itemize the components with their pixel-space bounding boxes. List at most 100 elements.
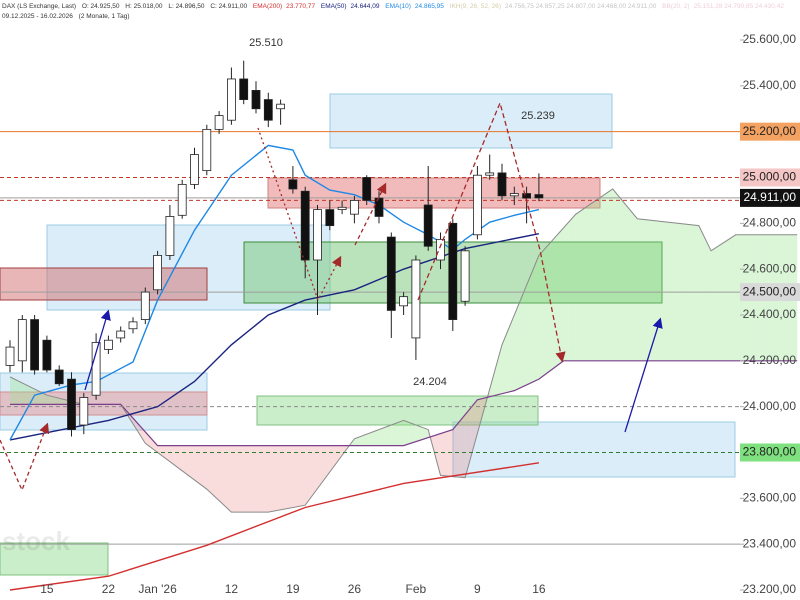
candle-body — [411, 259, 421, 339]
cloud-fill — [28, 386, 35, 405]
cloud-fill — [692, 224, 699, 361]
cloud-fill — [274, 445, 281, 511]
candle-body — [263, 99, 273, 121]
cloud-fill — [532, 255, 539, 383]
candle-body — [153, 255, 163, 291]
y-tick-label: 24.400,00 — [743, 307, 797, 321]
cloud-fill — [551, 234, 558, 370]
cloud-fill — [169, 445, 177, 467]
cloud-fill — [372, 429, 379, 446]
cloud-fill — [637, 218, 644, 361]
cloud-fill — [225, 445, 232, 513]
cloud-fill — [563, 221, 570, 361]
x-tick-label: Jan '26 — [138, 582, 177, 596]
cloud-fill — [305, 445, 312, 506]
zone — [0, 542, 109, 576]
cloud-fill — [182, 445, 189, 476]
candle-body — [460, 250, 470, 302]
x-tick-label: 26 — [348, 582, 362, 596]
candle-body — [522, 193, 531, 199]
cloud-fill — [151, 438, 158, 453]
candle-body — [362, 177, 372, 201]
cloud-fill — [594, 197, 601, 361]
legend-value: 25.151,28 24.790,85 24.430,42 — [693, 3, 784, 10]
cloud-fill — [502, 329, 509, 394]
legend-value: 24.865,95 — [414, 3, 444, 10]
cloud-fill — [495, 344, 502, 396]
zone — [256, 395, 539, 426]
cloud-fill — [206, 445, 213, 495]
cloud-fill — [735, 234, 742, 361]
indicator-line — [9, 188, 798, 513]
cloud-fill — [311, 445, 318, 497]
cloud-fill — [237, 445, 244, 513]
cloud-fill — [661, 221, 669, 361]
y-tick-label: 24.200,00 — [743, 353, 797, 367]
ohlc: O: 24.925,50 — [81, 3, 120, 10]
cloud-fill — [385, 425, 392, 446]
candle-body — [337, 206, 347, 210]
indicator-line — [9, 144, 540, 441]
annotation: 25.239 — [521, 110, 555, 122]
x-tick-label: 22 — [102, 582, 116, 596]
cloud-fill — [323, 445, 330, 481]
price-label: 24.911,00 — [744, 190, 797, 204]
candle-body — [251, 90, 261, 110]
cloud-fill — [471, 399, 478, 456]
cloud-fill — [243, 445, 250, 513]
candle-body — [140, 291, 150, 320]
zone — [452, 421, 736, 478]
cloud-fill — [729, 234, 736, 361]
price-label: 25.000,00 — [743, 170, 797, 184]
cloud-fill — [655, 220, 662, 361]
y-tick-label: 25.600,00 — [743, 32, 797, 46]
candle-body — [313, 209, 322, 261]
drawing — [84, 309, 111, 391]
cloud-fill — [704, 238, 712, 361]
cloud-fill — [286, 445, 293, 509]
zone — [329, 93, 613, 149]
cloud-fill — [157, 445, 164, 458]
cloud-fill — [354, 436, 361, 446]
candle-body — [436, 238, 445, 261]
candle-body — [288, 179, 298, 190]
indicator-line — [9, 462, 540, 591]
cloud-fill — [53, 396, 60, 405]
cloud-fill — [46, 395, 54, 405]
cloud-fill — [526, 270, 533, 385]
cloud-fill — [514, 300, 521, 391]
legend-value: 24.756,75 24.857,25 24.807,00 24.468,00 … — [504, 3, 657, 10]
cloud-fill — [538, 248, 546, 380]
annotation: 25.510 — [249, 37, 283, 49]
cloud-fill — [723, 238, 730, 361]
x-tick-label: 12 — [225, 582, 239, 596]
y-tick-label: 24.000,00 — [743, 399, 797, 413]
drawing — [624, 317, 663, 433]
cloud-fill — [668, 222, 675, 361]
watermark: stock — [2, 526, 70, 556]
candle-body — [17, 319, 27, 362]
cloud-fill — [452, 422, 459, 478]
candle-body — [239, 78, 249, 100]
cloud-fill — [212, 445, 220, 501]
cloud-fill — [440, 431, 447, 476]
candle-body — [226, 78, 236, 121]
cloud-fill — [360, 434, 367, 446]
cloud-fill — [600, 193, 607, 361]
cloud-fill — [631, 211, 638, 361]
cloud-fill — [335, 445, 343, 464]
cloud-fill — [520, 285, 527, 388]
y-tick-label: 25.400,00 — [743, 78, 797, 92]
candle-body — [190, 154, 199, 185]
candle-body — [325, 209, 335, 227]
cloud-fill — [40, 392, 47, 405]
candle-body — [386, 236, 396, 311]
legend-name: EMA(10) — [385, 3, 411, 10]
legend-name: IKH(9, 26, 52, 26) — [449, 3, 501, 10]
cloud-fill — [194, 445, 201, 485]
cloud-fill — [446, 429, 453, 477]
drawings — [0, 100, 663, 492]
cloud-fill — [409, 422, 416, 444]
